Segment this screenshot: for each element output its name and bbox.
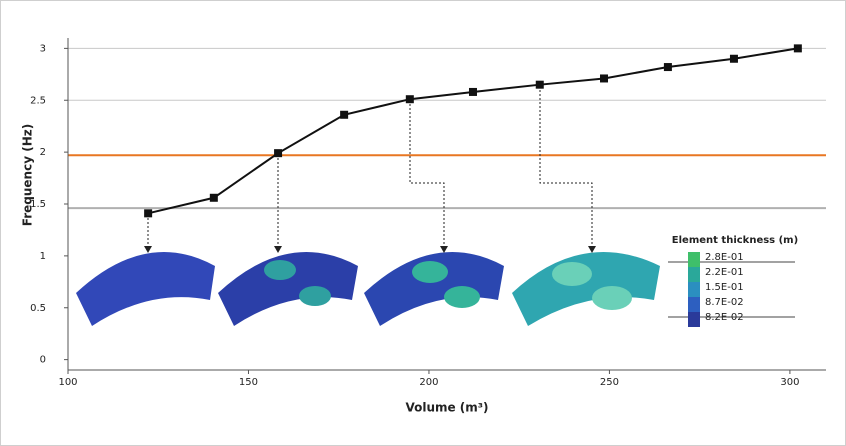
colorbar-label: 1.5E-01 bbox=[705, 282, 744, 293]
marker bbox=[340, 111, 348, 119]
y-tick-label: 1 bbox=[40, 251, 46, 262]
colorbar-swatch bbox=[688, 252, 700, 267]
x-tick-label: 150 bbox=[239, 377, 258, 388]
colorbar-label: 8.2E-02 bbox=[705, 312, 744, 323]
marker bbox=[664, 63, 672, 71]
colorbar-swatch bbox=[688, 297, 700, 312]
shell-patch bbox=[412, 261, 448, 283]
marker bbox=[144, 209, 152, 217]
shell-patch bbox=[552, 262, 592, 286]
y-axis-label: Frequency (Hz) bbox=[21, 124, 35, 226]
y-tick-label: 1.5 bbox=[30, 199, 46, 210]
x-tick-label: 300 bbox=[780, 377, 799, 388]
colorbar-label: 8.7E-02 bbox=[705, 297, 744, 308]
shell-patch bbox=[592, 286, 632, 310]
shell-patch bbox=[299, 286, 331, 306]
colorbar-title: Element thickness (m) bbox=[672, 235, 798, 246]
y-tick-label: 0.5 bbox=[30, 303, 46, 314]
marker bbox=[210, 194, 218, 202]
x-tick-label: 200 bbox=[419, 377, 438, 388]
colorbar-label: 2.2E-01 bbox=[705, 267, 744, 278]
colorbar-swatch bbox=[688, 267, 700, 282]
marker bbox=[406, 95, 414, 103]
marker bbox=[600, 74, 608, 82]
marker bbox=[794, 44, 802, 52]
colorbar-label: 2.8E-01 bbox=[705, 252, 744, 263]
y-tick-label: 3 bbox=[40, 43, 46, 54]
shell-patch bbox=[444, 286, 480, 308]
x-tick-label: 250 bbox=[600, 377, 619, 388]
colorbar-swatch bbox=[688, 282, 700, 297]
marker bbox=[274, 149, 282, 157]
chart: Volume (m³) Frequency (Hz) 0 0.5 1 1.5 2 2.5 3… bbox=[0, 0, 846, 446]
marker bbox=[536, 81, 544, 89]
marker bbox=[469, 88, 477, 96]
y-tick-label: 2 bbox=[40, 147, 46, 158]
x-axis-label: Volume (m³) bbox=[405, 401, 488, 415]
marker bbox=[730, 55, 738, 63]
colorbar-swatch bbox=[688, 312, 700, 327]
y-tick-label: 2.5 bbox=[30, 95, 46, 106]
y-tick-label: 0 bbox=[40, 355, 46, 366]
shell-patch bbox=[264, 260, 296, 280]
x-tick-label: 100 bbox=[58, 377, 77, 388]
